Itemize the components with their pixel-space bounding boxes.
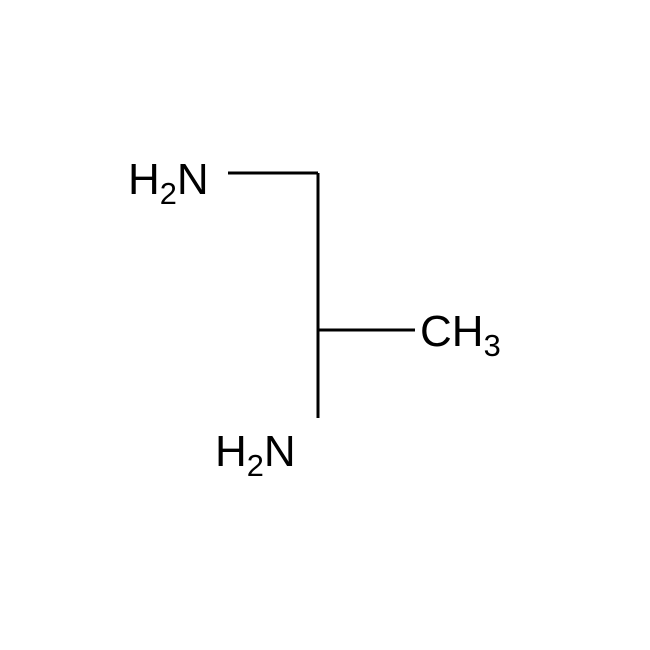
molecule-diagram: H2N H2N CH3 [0,0,650,650]
bond-lines [0,0,650,650]
amine-group-top: H2N [128,158,209,202]
amine-group-bottom: H2N [215,430,296,474]
methyl-group: CH3 [420,310,501,354]
